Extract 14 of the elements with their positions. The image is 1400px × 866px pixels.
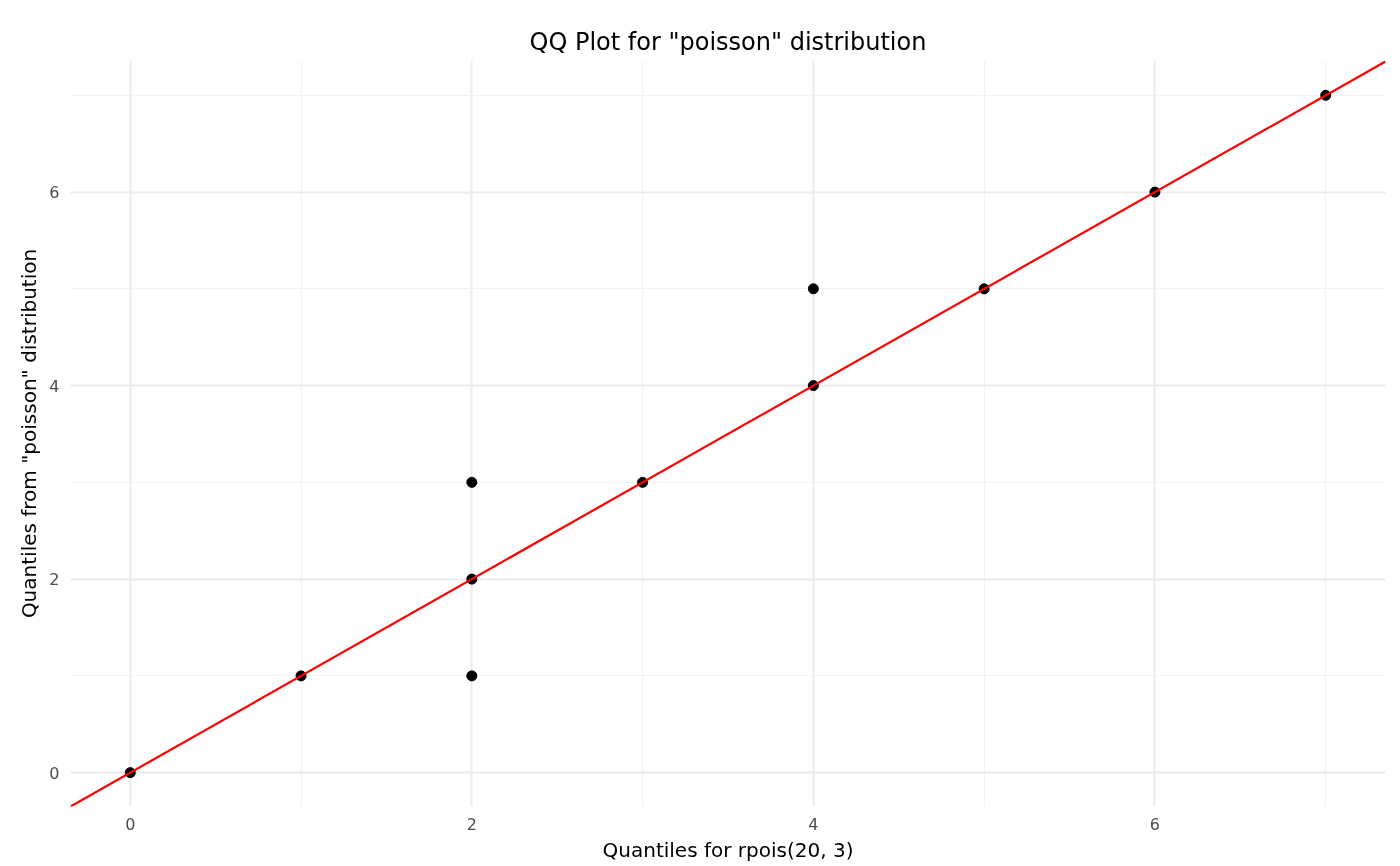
y-tick-label: 4 xyxy=(49,376,60,396)
x-tick-label: 4 xyxy=(808,814,819,834)
y-tick-label: 0 xyxy=(49,763,60,783)
chart-title: QQ Plot for "poisson" distribution xyxy=(529,27,927,56)
x-axis-title: Quantiles for rpois(20, 3) xyxy=(602,837,854,862)
y-tick-label: 2 xyxy=(49,570,60,590)
point xyxy=(466,670,478,682)
x-tick-label: 6 xyxy=(1149,814,1161,834)
point xyxy=(466,476,478,488)
x-tick-label: 0 xyxy=(125,814,136,834)
x-tick-label: 2 xyxy=(466,814,477,834)
point xyxy=(807,283,819,295)
y-tick-label: 6 xyxy=(49,183,60,203)
y-axis-title: Quantiles from "poisson" distribution xyxy=(17,248,42,619)
